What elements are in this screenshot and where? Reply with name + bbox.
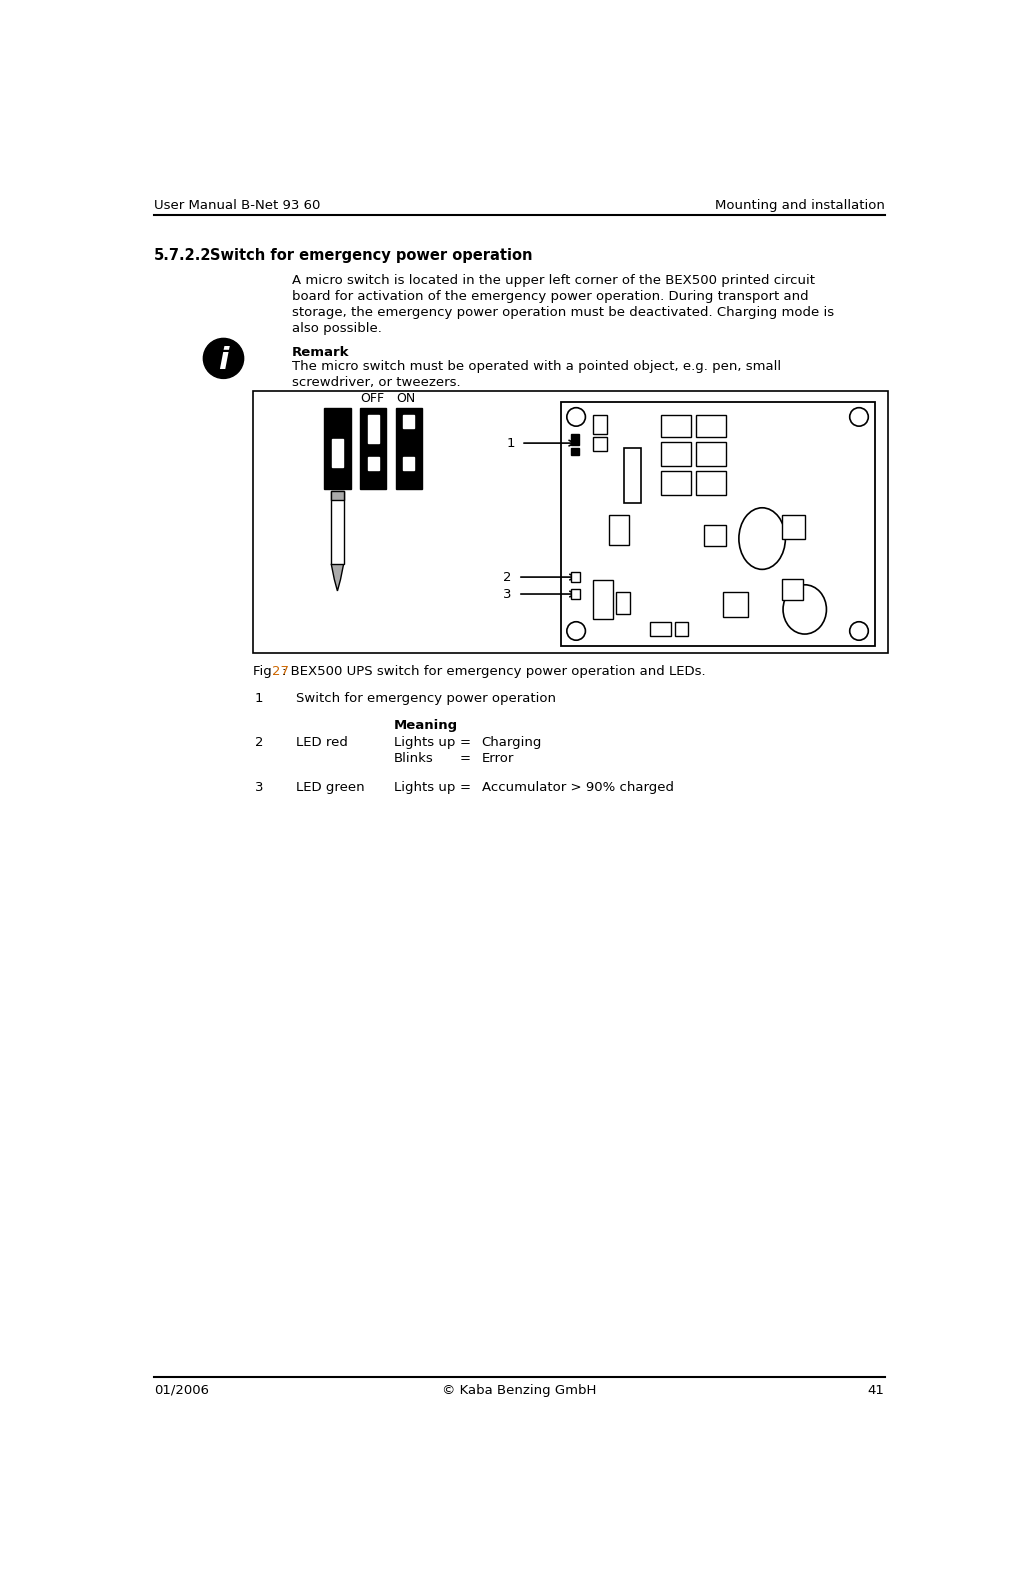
Bar [570,589,580,598]
Text: 3: 3 [254,781,263,794]
Bar [704,524,725,547]
Bar [331,491,343,564]
Text: i: i [218,346,229,375]
Bar [395,408,421,490]
Bar [570,572,580,581]
Text: Lights up: Lights up [394,736,456,748]
Bar [661,416,691,436]
Text: 5.7.2.2: 5.7.2.2 [154,247,212,263]
Bar [781,515,804,539]
Text: Error: Error [481,751,514,765]
Text: Accumulator > 90% charged: Accumulator > 90% charged [481,781,674,794]
Text: : BEX500 UPS switch for emergency power operation and LEDs.: : BEX500 UPS switch for emergency power … [282,665,705,677]
Circle shape [850,408,868,427]
Text: board for activation of the emergency power operation. During transport and: board for activation of the emergency po… [292,290,808,302]
Text: Meaning: Meaning [394,718,458,732]
Bar [781,578,803,600]
Bar [570,447,579,455]
Text: Remark: Remark [292,346,349,359]
Bar [324,408,350,490]
Text: =: = [460,751,471,765]
Bar [331,491,343,501]
Bar [594,580,613,619]
Text: LED green: LED green [296,781,365,794]
Text: 27: 27 [271,665,289,677]
Bar [649,622,672,636]
Bar [368,414,379,443]
Text: Lights up: Lights up [394,781,456,794]
Text: 01/2006: 01/2006 [154,1384,209,1397]
Text: The micro switch must be operated with a pointed object, e.g. pen, small: The micro switch must be operated with a… [292,361,781,373]
Bar [403,457,414,469]
Bar [403,414,414,428]
Text: 2: 2 [503,570,512,584]
Text: 3: 3 [503,587,512,600]
Text: 1: 1 [254,691,263,704]
Bar [661,441,691,466]
Bar [594,436,607,450]
Text: 41: 41 [868,1384,884,1397]
Text: OFF: OFF [361,392,385,405]
Text: User Manual B-Net 93 60: User Manual B-Net 93 60 [154,200,320,213]
Bar [360,408,386,490]
Text: storage, the emergency power operation must be deactivated. Charging mode is: storage, the emergency power operation m… [292,306,834,320]
Bar [696,441,725,466]
Bar [696,416,725,436]
Text: Fig.: Fig. [253,665,280,677]
Text: Switch for emergency power operation: Switch for emergency power operation [210,247,532,263]
Text: ON: ON [396,392,415,405]
Text: also possible.: also possible. [292,323,382,335]
Text: A micro switch is located in the upper left corner of the BEX500 printed circuit: A micro switch is located in the upper l… [292,274,814,287]
Bar [624,447,641,502]
Bar [609,515,629,545]
Ellipse shape [738,507,785,570]
Circle shape [204,339,244,378]
Text: © Kaba Benzing GmbH: © Kaba Benzing GmbH [442,1384,596,1397]
Bar [560,402,874,646]
Text: Blinks: Blinks [394,751,434,765]
Ellipse shape [783,584,827,635]
Bar [617,592,630,614]
Bar [253,391,888,652]
Bar [676,622,688,636]
Bar [661,471,691,496]
Circle shape [850,622,868,639]
Text: screwdriver, or tweezers.: screwdriver, or tweezers. [292,376,460,389]
Text: =: = [460,781,471,794]
Bar [332,439,343,468]
Circle shape [567,408,586,427]
Bar [594,416,607,433]
Polygon shape [331,564,343,591]
Text: LED red: LED red [296,736,347,748]
Text: =: = [460,736,471,748]
Text: 1: 1 [506,436,515,449]
Bar [696,471,725,496]
Text: Charging: Charging [481,736,542,748]
Bar [570,433,579,446]
Bar [723,592,749,617]
Bar [368,457,379,469]
Text: Switch for emergency power operation: Switch for emergency power operation [296,691,555,704]
Text: Mounting and installation: Mounting and installation [715,200,884,213]
Text: 2: 2 [254,736,263,748]
Circle shape [567,622,586,639]
